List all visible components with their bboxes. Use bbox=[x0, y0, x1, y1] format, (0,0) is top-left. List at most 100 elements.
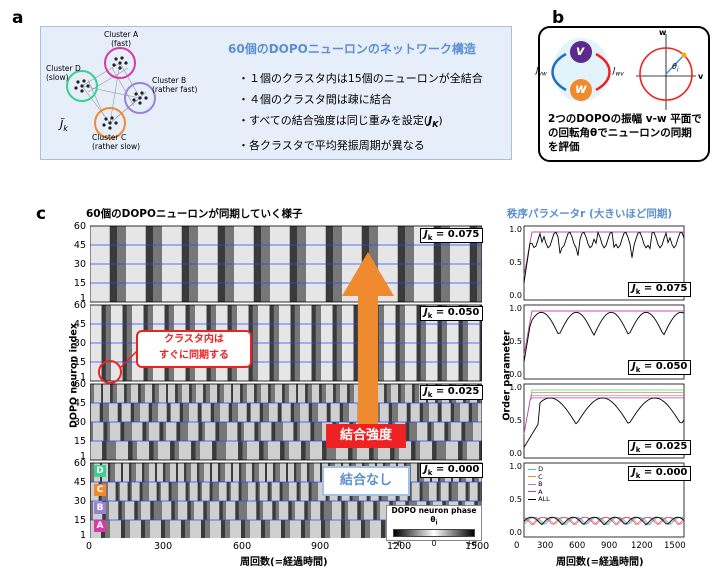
raster-ytick: 30 bbox=[73, 417, 86, 428]
order-ytick: 0.0 bbox=[509, 291, 522, 300]
bullet-1: ・１個のクラスタ内は15個のニューロンが全結合 bbox=[238, 72, 483, 85]
order-k-badge-1: J̃k = 0.075 bbox=[628, 282, 692, 297]
order-ytick: 0.5 bbox=[509, 416, 522, 425]
raster-ytick: 45 bbox=[73, 477, 86, 488]
order-ytick: 0.5 bbox=[509, 495, 522, 504]
rx-tick-0: 0 bbox=[514, 541, 520, 551]
panel-a-bullets: ・１個のクラスタ内は15個のニューロンが全結合 ・４個のクラスタ間は疎に結合 ・… bbox=[238, 68, 483, 156]
raster-ytick: 1 bbox=[79, 451, 86, 462]
network-diagram bbox=[66, 47, 156, 139]
raster-ytick: 15 bbox=[73, 515, 86, 526]
rx-tick-300: 300 bbox=[537, 541, 554, 551]
order-plots bbox=[523, 225, 685, 538]
order-ytick: 0.0 bbox=[509, 449, 522, 458]
order-k-badge-3: J̃k = 0.025 bbox=[628, 440, 692, 455]
phase-point bbox=[681, 52, 687, 58]
cluster-tag-a: A bbox=[94, 520, 106, 532]
cluster-b-ring bbox=[124, 82, 156, 114]
bullet-4: ・各クラスタで平均発振周期が異なる bbox=[238, 139, 425, 153]
cluster-c-ring bbox=[94, 107, 126, 139]
x-tick-900: 900 bbox=[311, 541, 330, 552]
cluster-d-label: Cluster D (slow) bbox=[46, 64, 81, 82]
bullet-2: ・４個のクラスタ間は疎に結合 bbox=[238, 93, 392, 106]
right-arc-arrow bbox=[595, 52, 611, 92]
order-ytick: 0.5 bbox=[509, 337, 522, 346]
x-tick-1200: 1200 bbox=[387, 541, 412, 552]
raster-ytick: 15 bbox=[73, 436, 86, 447]
dopo-diagram bbox=[551, 34, 696, 110]
raster-ytick: 45 bbox=[73, 240, 86, 251]
order-ytick: 0.5 bbox=[509, 258, 522, 267]
raster-ytick: 60 bbox=[73, 300, 86, 311]
order-series-0 bbox=[523, 389, 684, 435]
theta-label: θi bbox=[672, 62, 679, 74]
v-node bbox=[570, 41, 592, 63]
order-ytick: 1.0 bbox=[509, 225, 522, 234]
no-coupling-label: 結合なし bbox=[322, 466, 410, 496]
raster-ytick: 15 bbox=[73, 357, 86, 368]
coupling-arrow bbox=[342, 252, 394, 426]
raster-ytick: 45 bbox=[73, 398, 86, 409]
raster-ytick: 1 bbox=[79, 293, 86, 304]
x-tick-300: 300 bbox=[154, 541, 173, 552]
dopo-bg bbox=[553, 38, 609, 102]
x-tick-0: 0 bbox=[86, 541, 93, 552]
order-ytick: 0.0 bbox=[509, 370, 522, 379]
order-series-1 bbox=[523, 516, 685, 526]
cluster-tag-c: C bbox=[94, 484, 106, 496]
raster-ytick: 60 bbox=[73, 379, 86, 390]
w-node-label: w bbox=[575, 82, 588, 97]
raster-ytick: 15 bbox=[73, 278, 86, 289]
raster-ytick: 60 bbox=[73, 221, 86, 232]
order-ytick: 1.0 bbox=[509, 383, 522, 392]
phase-vector bbox=[665, 54, 685, 75]
order-series-3 bbox=[523, 310, 684, 356]
raster-k-badge-1: J̃k = 0.075 bbox=[420, 228, 484, 243]
order-ytick: 1.0 bbox=[509, 462, 522, 471]
coupling-symbol: J̃k bbox=[60, 118, 68, 134]
cluster-tag-d: D bbox=[94, 465, 106, 477]
raster-xlabel: 周回数(=経過時間) bbox=[240, 557, 328, 568]
cluster-tag-b: B bbox=[94, 502, 106, 514]
order-ytick: 1.0 bbox=[509, 304, 522, 313]
raster-ytick: 1 bbox=[79, 372, 86, 383]
panel-b-text: 2つのDOPOの振幅 v-w 平面で の回転角θでニューロンの同期 を評価 bbox=[548, 113, 702, 153]
order-title: 秩序パラメータr (大きいほど同期) bbox=[507, 208, 673, 220]
raster-plots bbox=[90, 225, 482, 538]
bullet-3: ・すべての結合強度は同じ重みを設定(JK) bbox=[238, 114, 443, 130]
raster-ytick: 45 bbox=[73, 319, 86, 330]
raster-ytick: 60 bbox=[73, 458, 86, 469]
neuron-dots bbox=[74, 56, 148, 130]
v-node-label: v bbox=[576, 44, 585, 59]
raster-ytick: 1 bbox=[79, 530, 86, 541]
raster-title: 60個のDOPOニューロンが同期していく様子 bbox=[86, 208, 303, 220]
phase-circle bbox=[639, 47, 693, 101]
rx-tick-600: 600 bbox=[569, 541, 586, 551]
order-series-2 bbox=[523, 394, 684, 435]
order-k-badge-2: J̃k = 0.050 bbox=[628, 360, 692, 375]
axis-v-label: v bbox=[698, 72, 704, 81]
order-ytick: 0.0 bbox=[509, 528, 522, 537]
order-k-badge-4: J̃k = 0.000 bbox=[628, 466, 692, 481]
cluster-b-label: Cluster B (rather fast) bbox=[152, 76, 198, 94]
panel-a-letter: a bbox=[12, 8, 24, 28]
order-series-4 bbox=[523, 230, 685, 283]
order-series-0 bbox=[523, 516, 685, 526]
jvw-label: Jvw bbox=[536, 66, 547, 78]
rx-tick-900: 900 bbox=[601, 541, 618, 551]
raster-ytick: 30 bbox=[73, 496, 86, 507]
axis-w-label: w bbox=[659, 28, 667, 37]
phase-colorbar: DOPO neuron phase θi −π 0 +π bbox=[386, 505, 482, 548]
raster-k-badge-3: J̃k = 0.025 bbox=[420, 385, 484, 400]
rx-tick-1500: 1500 bbox=[664, 541, 686, 551]
order-panel-3 bbox=[523, 383, 685, 459]
order-series-4 bbox=[523, 516, 685, 526]
left-arc-arrow bbox=[551, 52, 567, 92]
raster-k-badge-4: J̃k = 0.000 bbox=[420, 463, 484, 478]
cluster-d-ring bbox=[66, 70, 98, 102]
coupling-strength-label: 結合強度 bbox=[326, 424, 406, 448]
cluster-sync-callout: クラスタ内は すぐに同期する bbox=[136, 330, 252, 368]
x-tick-1500: 1500 bbox=[465, 541, 490, 552]
raster-ytick: 30 bbox=[73, 338, 86, 349]
order-xlabel: 周回数(=経過時間) bbox=[556, 557, 644, 568]
